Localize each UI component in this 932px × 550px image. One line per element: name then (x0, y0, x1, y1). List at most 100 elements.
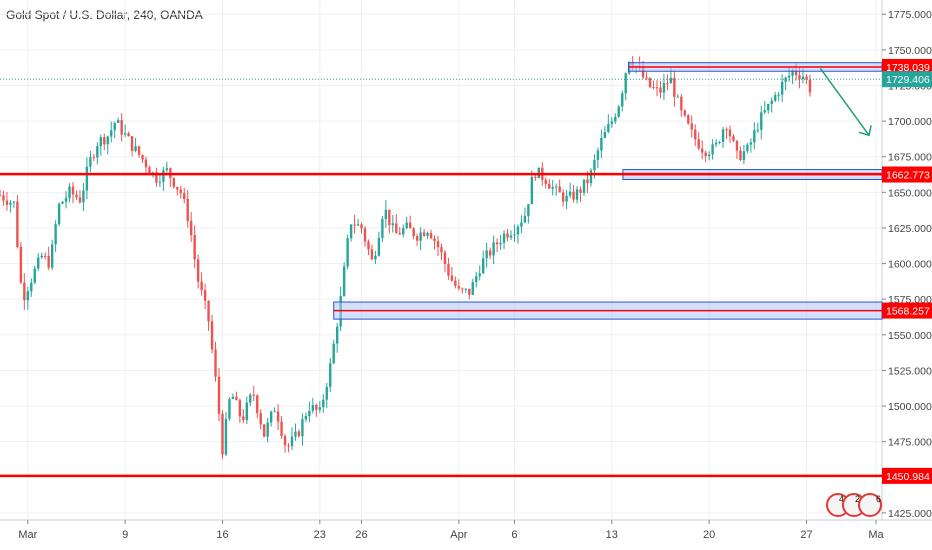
candle-body (210, 321, 214, 350)
candle-body (415, 236, 419, 241)
candle-body (221, 413, 224, 455)
candle-body (290, 436, 294, 447)
y-tick-label: 1525.000 (888, 365, 932, 377)
y-tick-label: 1425.000 (888, 508, 932, 520)
y-tick-label: 1650.000 (888, 187, 932, 199)
candle-body (228, 399, 231, 419)
candle-body (26, 291, 30, 301)
candle-body (773, 95, 777, 101)
x-tick-label: 23 (314, 529, 326, 541)
candle-body (808, 79, 812, 93)
candle-body (464, 288, 468, 290)
projection-arrow-line[interactable] (819, 67, 870, 136)
candle-body (506, 233, 509, 238)
y-tick-label: 1625.000 (888, 223, 932, 235)
candle-body (183, 193, 186, 199)
price-axis[interactable] (882, 0, 932, 550)
candle-body (659, 87, 662, 93)
candle-body (645, 77, 648, 79)
x-tick-label: 9 (122, 529, 128, 541)
candle-body (176, 186, 179, 190)
y-tick-label: 1500.000 (888, 401, 932, 413)
candle-body (666, 83, 669, 85)
y-tick-label: 1475.000 (888, 437, 932, 449)
candle-body (363, 228, 367, 242)
x-tick-label: 6 (511, 529, 517, 541)
candle-body (648, 77, 652, 88)
candle-body (50, 244, 54, 268)
candle-body (214, 349, 217, 377)
candle-body (127, 133, 130, 137)
candle-body (603, 132, 607, 138)
candle-body (374, 255, 377, 260)
candle-body (537, 167, 541, 179)
y-tick-label: 1675.000 (888, 152, 932, 164)
candle-body (193, 235, 196, 260)
x-tick-label: Apr (450, 529, 467, 541)
candle-body (621, 93, 624, 107)
candle-body (471, 282, 474, 295)
candle-body (12, 201, 16, 203)
candle-body (596, 150, 600, 160)
candle-body (669, 77, 673, 84)
candle-body (245, 402, 249, 421)
candle-body (134, 146, 137, 151)
candle-body (607, 124, 610, 133)
candle-body (172, 178, 176, 187)
candle-body (381, 218, 384, 238)
candle-body (426, 232, 429, 236)
candle-body (82, 190, 85, 203)
candle-body (388, 209, 391, 226)
last-price-label-bg (882, 71, 932, 88)
candle-body (398, 233, 401, 235)
candle-body (520, 222, 523, 227)
candle-body (304, 416, 308, 420)
level-price-label: 1450.984 (886, 471, 930, 483)
candle-body (71, 186, 75, 195)
candle-body (75, 194, 78, 198)
candle-body (527, 204, 530, 216)
candle-body (767, 103, 770, 111)
candle-body (30, 282, 33, 292)
candle-body (155, 172, 158, 183)
candle-body (186, 198, 189, 221)
candle-body (276, 411, 280, 422)
candle-body (158, 181, 162, 183)
candle-body (742, 151, 746, 161)
candle-body (718, 141, 721, 143)
us-flag-icon[interactable] (858, 493, 882, 517)
candle-body (548, 183, 551, 189)
zone-price-label: 1738.039 (886, 62, 930, 74)
candle-body (495, 242, 499, 245)
candle-body (763, 110, 766, 113)
candle-body (447, 264, 450, 276)
candle-body (784, 77, 787, 82)
candle-body (99, 137, 103, 147)
candle-body (329, 363, 332, 387)
candle-body (395, 223, 398, 234)
candle-body (478, 273, 481, 277)
candle-body (690, 123, 693, 130)
projection-arrow-head (858, 125, 872, 137)
candle-body (349, 224, 353, 239)
candle-body (231, 396, 235, 400)
candle-body (123, 133, 127, 135)
candle-body (294, 431, 297, 437)
candle-body (391, 223, 395, 226)
candle-body (468, 288, 471, 295)
candle-body (513, 234, 516, 236)
candle-body (360, 224, 363, 229)
candle-body (440, 247, 443, 253)
candle-body (402, 228, 405, 235)
candle-body (384, 209, 388, 219)
y-tick-label: 1700.000 (888, 116, 932, 128)
candle-body (85, 166, 89, 191)
candle-body (287, 445, 290, 447)
candle-body (179, 189, 182, 194)
candle-body (760, 112, 763, 130)
candle-body (791, 70, 794, 76)
candle-body (422, 232, 426, 236)
candle-body (57, 203, 61, 225)
y-tick-label: 1600.000 (888, 259, 932, 271)
